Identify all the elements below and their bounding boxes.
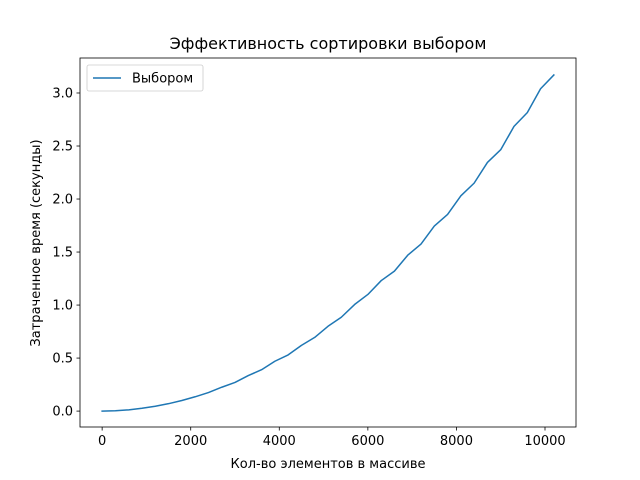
chart-title: Эффективность сортировки выбором [170, 34, 487, 53]
x-tick-label: 2000 [174, 434, 207, 449]
y-tick-label: 1.0 [52, 299, 73, 314]
x-tick-label: 6000 [351, 434, 384, 449]
x-tick-label: 8000 [440, 434, 473, 449]
y-tick-label: 3.0 [52, 86, 73, 101]
legend-label: Выбором [132, 72, 193, 87]
y-tick-label: 2.0 [52, 193, 73, 208]
y-tick-label: 2.5 [52, 140, 73, 155]
axes-frame [79, 57, 577, 428]
y-axis-label: Затраченное время (секунды) [29, 139, 44, 346]
plot-area: 0 2000 4000 6000 8000 10000 0.0 0.5 1.0 1.5 2.0 2.5… [52, 57, 577, 449]
x-axis-label: Кол-во элементов в массиве [231, 457, 426, 472]
y-tick-label: 0.5 [52, 352, 73, 367]
x-tick-label: 4000 [263, 434, 296, 449]
y-tick-label: 1.5 [52, 246, 73, 261]
series-line-0 [101, 73, 555, 412]
y-tick-label: 0.0 [52, 405, 73, 420]
x-tick-label: 0 [98, 434, 106, 449]
x-tick-label: 10000 [524, 434, 565, 449]
legend-box [86, 64, 204, 92]
